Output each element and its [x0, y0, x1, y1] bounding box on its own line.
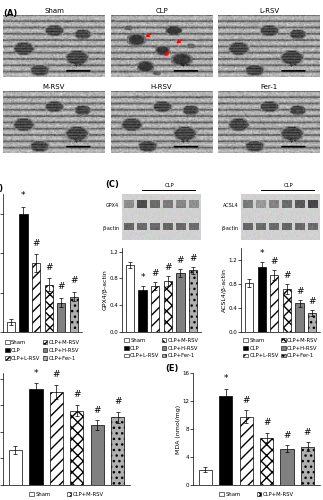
Text: #: # — [304, 428, 311, 437]
Bar — [270, 275, 278, 332]
Text: #: # — [114, 398, 121, 406]
Bar — [9, 450, 22, 485]
Text: (B): (B) — [0, 184, 3, 194]
Y-axis label: GPX4/β-actin: GPX4/β-actin — [103, 270, 108, 310]
Text: #: # — [283, 430, 291, 440]
Bar — [308, 313, 316, 332]
Text: CLP: CLP — [284, 182, 293, 188]
Text: #: # — [308, 296, 316, 306]
Text: #: # — [73, 390, 80, 399]
Text: #: # — [283, 271, 291, 280]
Text: #: # — [271, 257, 278, 266]
Text: *: * — [259, 248, 264, 258]
Bar — [296, 304, 304, 332]
Text: GPX4: GPX4 — [106, 203, 119, 208]
Text: ACSL4: ACSL4 — [223, 203, 238, 208]
Text: *: * — [21, 191, 26, 200]
Text: 2μm: 2μm — [74, 63, 83, 67]
Bar — [151, 286, 159, 332]
Text: CLP: CLP — [164, 182, 174, 188]
Text: #: # — [45, 262, 52, 272]
Bar — [57, 302, 66, 332]
Text: #: # — [164, 263, 172, 272]
Legend: Sham, CLP, CLP+L-RSV, CLP+M-RSV, CLP+H-RSV, CLP+Fer-1: Sham, CLP, CLP+L-RSV, CLP+M-RSV, CLP+H-R… — [124, 338, 199, 358]
Legend: Sham, CLP, CLP+L-RSV, CLP+M-RSV, CLP+H-RSV, CLP+Fer-1: Sham, CLP, CLP+L-RSV, CLP+M-RSV, CLP+H-R… — [219, 492, 294, 500]
Bar — [280, 448, 294, 485]
Y-axis label: ACSL4/β-actin: ACSL4/β-actin — [222, 268, 227, 312]
Text: #: # — [151, 269, 159, 278]
Text: 2μm: 2μm — [74, 139, 83, 143]
Bar — [219, 396, 233, 485]
Text: *: * — [140, 272, 145, 281]
Text: #: # — [263, 418, 270, 427]
Bar — [301, 446, 314, 485]
Title: L-RSV: L-RSV — [259, 8, 279, 14]
Bar — [7, 322, 15, 332]
Bar — [257, 268, 266, 332]
Text: #: # — [32, 238, 40, 248]
Text: 2μm: 2μm — [288, 139, 298, 143]
Bar — [126, 265, 134, 332]
Text: #: # — [57, 282, 65, 291]
Bar — [240, 416, 253, 485]
Text: 2μm: 2μm — [288, 63, 298, 67]
Bar — [19, 214, 27, 332]
Bar — [245, 283, 253, 332]
Bar — [139, 290, 147, 332]
Title: CLP: CLP — [155, 8, 168, 14]
Bar — [70, 410, 83, 485]
Text: β-actin: β-actin — [221, 226, 238, 232]
Bar — [283, 289, 291, 332]
Bar — [50, 392, 63, 485]
Bar — [260, 438, 273, 485]
Legend: Sham, CLP, CLP+L-RSV, CLP+M-RSV, CLP+H-RSV, CLP+Fer-1: Sham, CLP, CLP+L-RSV, CLP+M-RSV, CLP+H-R… — [29, 492, 104, 500]
Text: #: # — [177, 256, 184, 265]
Bar — [90, 425, 104, 485]
Legend: Sham, CLP, CLP+L-RSV, CLP+M-RSV, CLP+H-RSV, CLP+Fer-1: Sham, CLP, CLP+L-RSV, CLP+M-RSV, CLP+H-R… — [5, 340, 80, 360]
Text: 2μm: 2μm — [181, 139, 191, 143]
Text: #: # — [243, 396, 250, 405]
Title: M-RSV: M-RSV — [43, 84, 65, 89]
Bar — [111, 417, 124, 485]
Text: #: # — [53, 370, 60, 379]
Title: Sham: Sham — [44, 8, 64, 14]
Text: β-actin: β-actin — [102, 226, 119, 232]
Text: 2μm: 2μm — [181, 63, 191, 67]
Bar — [29, 390, 43, 485]
Bar — [45, 285, 53, 332]
Bar — [32, 263, 40, 332]
Text: #: # — [93, 406, 101, 415]
Text: *: * — [224, 374, 228, 383]
Bar — [199, 470, 212, 485]
Text: #: # — [296, 286, 303, 296]
Text: #: # — [70, 276, 78, 285]
Text: *: * — [34, 369, 38, 378]
Text: (A): (A) — [3, 9, 17, 18]
Bar — [176, 273, 184, 332]
Text: (E): (E) — [165, 364, 179, 372]
Bar — [189, 270, 197, 332]
Text: (C): (C) — [105, 180, 119, 189]
Y-axis label: MDA (nmol/mg): MDA (nmol/mg) — [176, 404, 181, 454]
Bar — [164, 281, 172, 332]
Legend: Sham, CLP, CLP+L-RSV, CLP+M-RSV, CLP+H-RSV, CLP+Fer-1: Sham, CLP, CLP+L-RSV, CLP+M-RSV, CLP+H-R… — [243, 338, 318, 358]
Text: #: # — [189, 254, 197, 263]
Title: Fer-1: Fer-1 — [260, 84, 278, 89]
Bar — [70, 296, 78, 332]
Title: H-RSV: H-RSV — [151, 84, 172, 89]
